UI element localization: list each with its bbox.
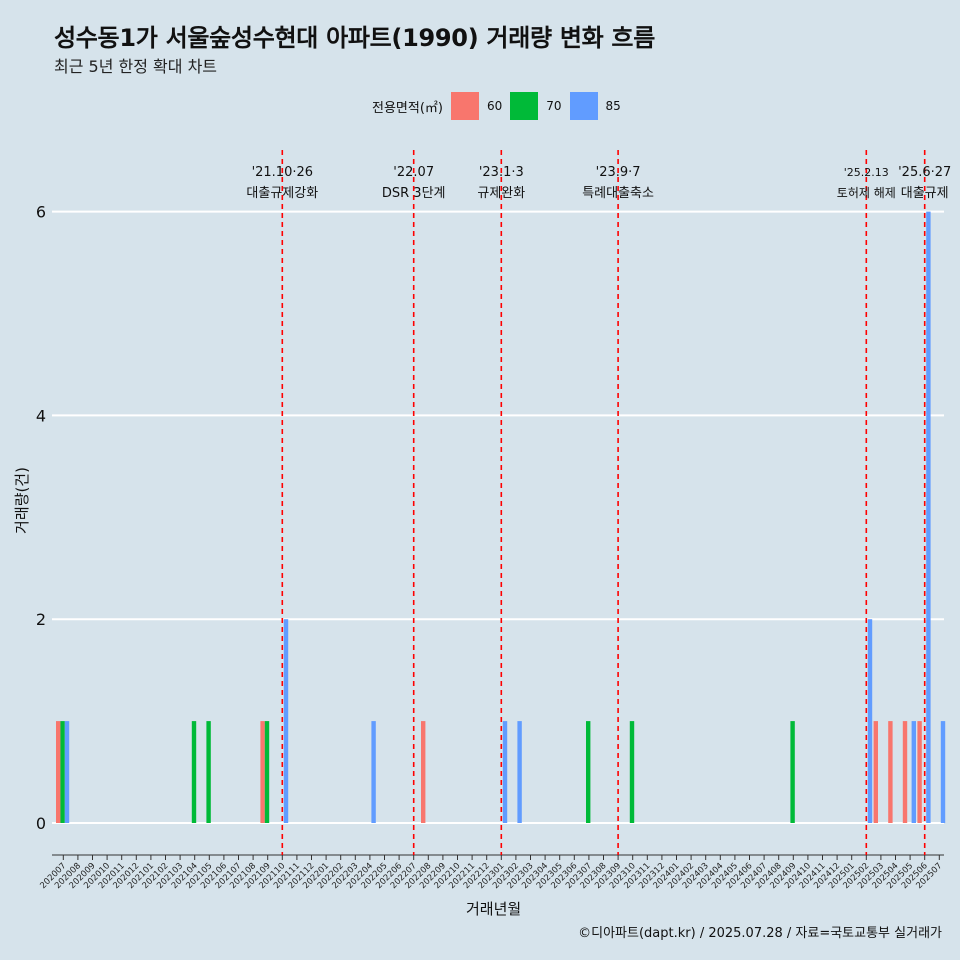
bar-85-202502 xyxy=(867,619,873,823)
bar-85-202110 xyxy=(283,619,289,823)
bar-85-202506 xyxy=(926,211,931,824)
source-caption: ©디아파트(dapt.kr) / 2025.07.28 / 자료=국토교통부 실… xyxy=(578,926,942,941)
bar-60-202007 xyxy=(56,721,61,823)
bar-60-202208 xyxy=(421,721,426,823)
x-axis-label: 거래년월 xyxy=(466,900,522,918)
event-label-0: 대출규제강화 xyxy=(246,186,318,201)
legend-item-60: 60 xyxy=(450,92,503,120)
bar-70-202307 xyxy=(586,721,591,823)
legend-label-60: 60 xyxy=(486,99,503,113)
y-axis-label: 거래량(건) xyxy=(12,467,31,534)
bar-60-202504 xyxy=(888,721,893,823)
event-label-3: 특례대출축소 xyxy=(582,186,654,201)
bar-70-202104 xyxy=(191,721,197,823)
legend-title: 전용면적(㎡) xyxy=(372,100,443,116)
bar-60-202503 xyxy=(873,721,878,823)
bar-85-202301 xyxy=(502,721,508,823)
bar-70-202310 xyxy=(629,721,635,823)
event-date-3: '23.9·7 xyxy=(596,165,641,180)
bar-85-202302 xyxy=(517,721,522,823)
bar-70-202007 xyxy=(60,721,65,823)
bar-60-202505 xyxy=(902,721,908,823)
event-label-4: 토허제 해제 xyxy=(837,186,896,200)
event-date-5: '25.6·27 xyxy=(898,165,951,180)
y-tick-label-4: 4 xyxy=(36,406,46,425)
legend-item-85: 85 xyxy=(569,92,621,120)
bar-60-202506 xyxy=(917,721,922,823)
bar-60-202109 xyxy=(260,721,265,823)
legend-swatch-85 xyxy=(569,92,598,120)
event-date-4: '25.2.13 xyxy=(844,166,889,179)
legend-label-70: 70 xyxy=(546,99,562,113)
legend-swatch-60 xyxy=(450,92,479,120)
event-label-5: 대출규제 xyxy=(901,186,949,201)
bar-85-202505 xyxy=(911,721,916,823)
legend-label-85: 85 xyxy=(605,99,621,113)
bar-70-202105 xyxy=(206,721,211,823)
event-date-2: '23.1·3 xyxy=(479,165,524,180)
event-date-1: '22.07 xyxy=(393,165,434,180)
bar-85-202007 xyxy=(64,721,70,823)
legend-item-70: 70 xyxy=(510,92,562,120)
y-tick-label-6: 6 xyxy=(36,203,46,222)
y-tick-label-2: 2 xyxy=(36,610,46,629)
y-tick-label-0: 0 xyxy=(36,814,46,833)
legend: 전용면적(㎡) 60 70 85 xyxy=(372,92,629,120)
bar-85-202204 xyxy=(371,721,376,823)
bar-85-202507 xyxy=(940,721,946,823)
event-label-2: 규제완화 xyxy=(477,186,525,201)
bar-70-202409 xyxy=(790,721,795,823)
chart-title: 성수동1가 서울숲성수현대 아파트(1990) 거래량 변화 흐름 xyxy=(54,24,655,52)
chart-subtitle: 최근 5년 한정 확대 차트 xyxy=(54,57,218,76)
event-label-1: DSR 3단계 xyxy=(382,186,446,201)
event-date-0: '21.10·26 xyxy=(252,165,313,180)
bar-70-202109 xyxy=(264,721,270,823)
legend-swatch-70 xyxy=(510,92,539,120)
